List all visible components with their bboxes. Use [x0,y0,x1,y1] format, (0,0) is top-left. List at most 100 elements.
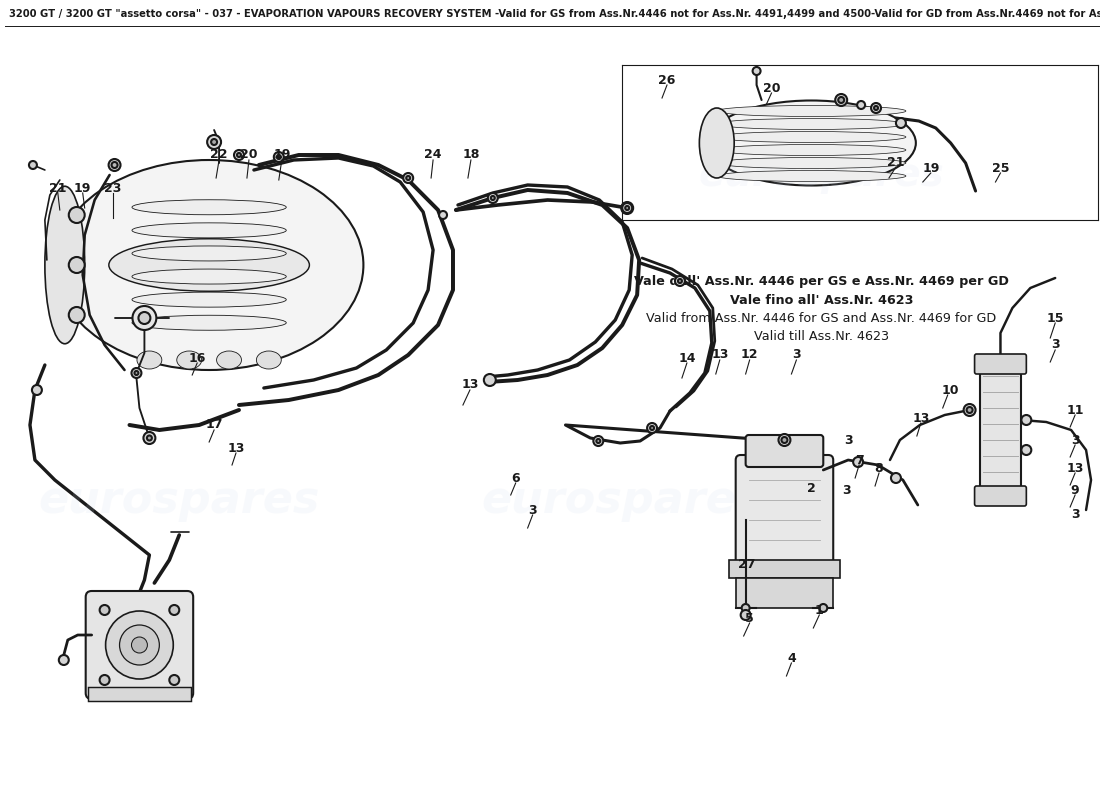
Circle shape [678,279,682,283]
Text: 22: 22 [210,149,228,162]
Circle shape [741,604,749,612]
Circle shape [625,206,629,210]
Text: 27: 27 [738,558,756,571]
Text: 26: 26 [658,74,675,86]
Text: 3: 3 [842,483,850,497]
Circle shape [623,203,632,213]
Circle shape [740,610,750,620]
Text: 19: 19 [74,182,91,194]
Circle shape [779,434,791,446]
Circle shape [621,202,634,214]
Text: 9: 9 [1070,483,1079,497]
Circle shape [132,637,147,653]
Circle shape [236,153,241,157]
Circle shape [835,94,847,106]
Circle shape [404,173,414,183]
Text: 23: 23 [103,182,121,194]
Text: Valid from Ass.Nr. 4446 for GS and Ass.Nr. 4469 for GD: Valid from Ass.Nr. 4446 for GS and Ass.N… [646,311,997,325]
Circle shape [439,211,447,219]
Text: 25: 25 [992,162,1009,174]
Circle shape [964,404,976,416]
Circle shape [752,67,760,75]
Text: 3: 3 [1070,434,1079,446]
Ellipse shape [132,269,286,284]
Circle shape [820,604,827,612]
Text: 15: 15 [1046,311,1064,325]
Text: Vale dall' Ass.Nr. 4446 per GS e Ass.Nr. 4469 per GD: Vale dall' Ass.Nr. 4446 per GS e Ass.Nr.… [634,275,1009,289]
Circle shape [211,139,217,145]
Text: 19: 19 [273,149,290,162]
Circle shape [32,385,42,395]
Bar [88,687,191,701]
Circle shape [169,675,179,685]
Ellipse shape [717,131,906,142]
FancyBboxPatch shape [975,486,1026,506]
Circle shape [29,161,37,169]
Circle shape [274,152,284,162]
Circle shape [132,368,142,378]
Circle shape [100,675,110,685]
Ellipse shape [132,315,286,330]
Text: 3: 3 [1070,509,1079,522]
FancyBboxPatch shape [975,354,1026,374]
Circle shape [207,135,221,149]
Circle shape [139,312,151,324]
Ellipse shape [717,118,906,130]
Text: 6: 6 [512,471,520,485]
Circle shape [650,426,654,430]
Circle shape [838,97,844,103]
Circle shape [69,207,85,223]
Text: 13: 13 [1066,462,1083,474]
Text: 13: 13 [912,411,930,425]
Circle shape [596,439,601,443]
Circle shape [132,306,156,330]
Circle shape [111,162,118,168]
Circle shape [277,155,280,159]
Ellipse shape [700,108,734,178]
Text: 13: 13 [711,349,728,362]
Circle shape [487,193,498,203]
FancyBboxPatch shape [746,435,823,467]
Text: 4: 4 [788,651,795,665]
Text: 5: 5 [745,611,754,625]
Circle shape [593,436,603,446]
Circle shape [134,371,139,375]
Circle shape [143,432,155,444]
Circle shape [147,435,152,441]
Text: 20: 20 [762,82,780,94]
Circle shape [1022,415,1032,425]
Circle shape [857,101,865,109]
Circle shape [58,655,69,665]
Text: eurospares: eurospares [482,478,763,522]
Bar [980,368,1022,493]
Text: Vale fino all' Ass.Nr. 4623: Vale fino all' Ass.Nr. 4623 [729,294,913,306]
Circle shape [484,374,496,386]
Ellipse shape [55,160,363,370]
Circle shape [169,605,179,615]
Circle shape [895,118,906,128]
Circle shape [781,437,788,443]
Text: 21: 21 [50,182,67,194]
Text: 3: 3 [792,349,801,362]
Text: 3: 3 [844,434,852,446]
Text: 3: 3 [528,503,537,517]
Text: 3200 GT / 3200 GT "assetto corsa" - 037 - EVAPORATION VAPOURS RECOVERY SYSTEM -V: 3200 GT / 3200 GT "assetto corsa" - 037 … [9,9,1100,19]
Circle shape [891,473,901,483]
Text: 20: 20 [240,149,257,162]
Ellipse shape [132,246,286,261]
Text: 11: 11 [1066,403,1083,417]
Ellipse shape [132,200,286,214]
Ellipse shape [717,158,906,169]
Circle shape [406,176,410,180]
Text: eurospares: eurospares [698,156,944,194]
Circle shape [491,196,495,200]
Circle shape [100,605,110,615]
Text: 13: 13 [461,378,478,391]
Circle shape [234,150,244,160]
Text: 24: 24 [425,149,442,162]
Circle shape [109,159,121,171]
Text: 13: 13 [228,442,244,454]
Text: 1: 1 [815,603,824,617]
Ellipse shape [109,238,309,291]
Text: 19: 19 [922,162,939,174]
